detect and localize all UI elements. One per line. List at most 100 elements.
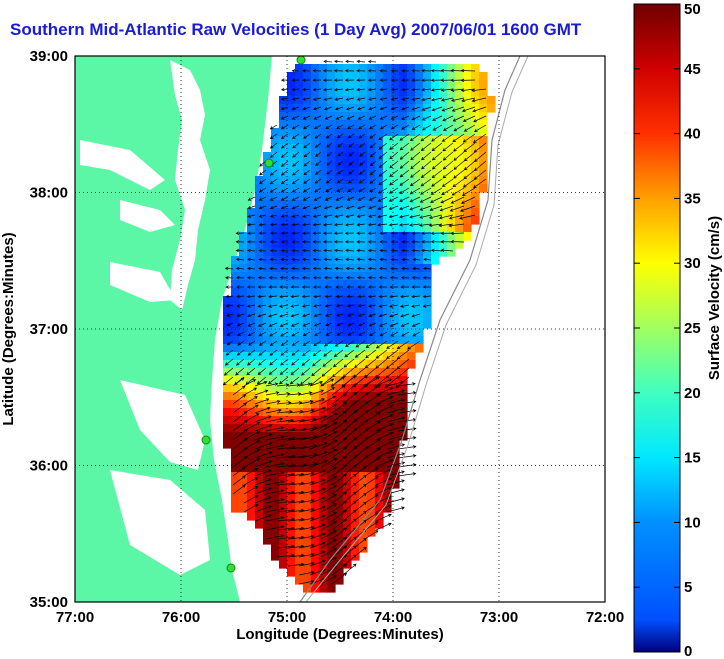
y-axis-label: Latitude (Degrees:Minutes) xyxy=(0,232,17,425)
velocity-cell xyxy=(423,240,432,249)
velocity-arrow xyxy=(324,285,333,289)
velocity-cell xyxy=(271,320,280,329)
velocity-cell xyxy=(255,272,264,281)
velocity-cell xyxy=(415,248,424,257)
velocity-arrow xyxy=(364,467,379,477)
velocity-cell xyxy=(423,224,432,233)
velocity-cell xyxy=(271,296,280,305)
velocity-cell xyxy=(255,184,264,193)
velocity-cell xyxy=(327,464,336,473)
velocity-cell xyxy=(399,192,408,201)
velocity-cell xyxy=(399,360,408,369)
velocity-arrow xyxy=(320,548,337,558)
velocity-cell xyxy=(247,312,256,321)
velocity-cell xyxy=(279,528,288,537)
velocity-cell xyxy=(391,448,400,457)
velocity-cell xyxy=(343,144,352,153)
velocity-cell xyxy=(383,256,392,265)
velocity-arrow xyxy=(440,248,454,253)
velocity-cell xyxy=(375,200,384,209)
velocity-cell xyxy=(223,304,232,313)
velocity-cell xyxy=(343,216,352,225)
velocity-cell xyxy=(335,112,344,121)
velocity-cell xyxy=(391,80,400,89)
velocity-cell xyxy=(311,152,320,161)
velocity-arrow xyxy=(333,69,344,73)
velocity-arrow xyxy=(375,450,394,459)
velocity-arrow xyxy=(265,417,284,423)
velocity-cell xyxy=(351,192,360,201)
velocity-cell xyxy=(399,424,408,433)
velocity-arrow xyxy=(336,331,344,336)
velocity-cell xyxy=(463,136,472,145)
velocity-cell xyxy=(295,352,304,361)
velocity-cell xyxy=(391,88,400,97)
velocity-cell xyxy=(247,304,256,313)
velocity-cell xyxy=(359,440,368,449)
velocity-arrow xyxy=(322,358,333,367)
velocity-cell xyxy=(303,176,312,185)
velocity-arrow xyxy=(334,97,344,101)
velocity-arrow xyxy=(222,376,234,386)
velocity-cell xyxy=(367,480,376,489)
velocity-arrow xyxy=(280,257,289,262)
velocity-cell xyxy=(479,152,488,161)
velocity-cell xyxy=(295,424,304,433)
velocity-arrow xyxy=(331,455,348,468)
velocity-cell xyxy=(439,200,448,209)
velocity-cell xyxy=(247,464,256,473)
velocity-cell xyxy=(415,216,424,225)
velocity-arrow xyxy=(431,151,443,161)
velocity-arrow xyxy=(390,331,399,337)
velocity-arrow xyxy=(401,106,410,111)
velocity-arrow xyxy=(399,169,410,178)
velocity-cell xyxy=(391,328,400,337)
velocity-arrow xyxy=(291,331,300,337)
velocity-arrow xyxy=(461,187,476,196)
velocity-cell xyxy=(303,480,312,489)
velocity-cell xyxy=(231,264,240,273)
velocity-cell xyxy=(479,120,488,129)
velocity-arrow xyxy=(323,257,333,262)
velocity-cell xyxy=(231,464,240,473)
velocity-cell xyxy=(255,320,264,329)
velocity-cell xyxy=(255,248,264,257)
velocity-cell xyxy=(391,64,400,73)
velocity-arrow xyxy=(401,69,410,73)
velocity-arrow xyxy=(312,222,322,227)
velocity-cell xyxy=(279,136,288,145)
velocity-cell xyxy=(335,152,344,161)
velocity-cell xyxy=(415,280,424,289)
velocity-arrow xyxy=(342,509,357,522)
velocity-arrow xyxy=(269,266,278,271)
velocity-cell xyxy=(439,224,448,233)
velocity-arrow xyxy=(323,87,333,92)
velocity-cell xyxy=(295,296,304,305)
velocity-cell xyxy=(383,288,392,297)
velocity-arrow xyxy=(324,276,333,280)
velocity-cell xyxy=(367,344,376,353)
velocity-cell xyxy=(367,176,376,185)
colorbar-tick-label: 25 xyxy=(684,320,701,337)
velocity-cell xyxy=(319,192,328,201)
velocity-arrow xyxy=(291,178,300,184)
velocity-arrow xyxy=(422,124,432,131)
velocity-arrow xyxy=(396,349,410,360)
velocity-cell xyxy=(279,424,288,433)
velocity-arrow xyxy=(421,240,432,244)
colorbar-tick-label: 20 xyxy=(684,385,701,402)
velocity-arrow xyxy=(321,367,333,377)
velocity-cell xyxy=(343,112,352,121)
velocity-arrow xyxy=(291,187,300,193)
velocity-cell xyxy=(343,128,352,137)
velocity-cell xyxy=(359,128,368,137)
velocity-cell xyxy=(367,384,376,393)
velocity-arrow xyxy=(388,187,399,194)
velocity-arrow xyxy=(298,552,315,558)
velocity-arrow xyxy=(257,322,267,327)
velocity-cell xyxy=(303,344,312,353)
velocity-arrow xyxy=(440,196,454,204)
velocity-cell xyxy=(351,440,360,449)
velocity-cell xyxy=(399,144,408,153)
